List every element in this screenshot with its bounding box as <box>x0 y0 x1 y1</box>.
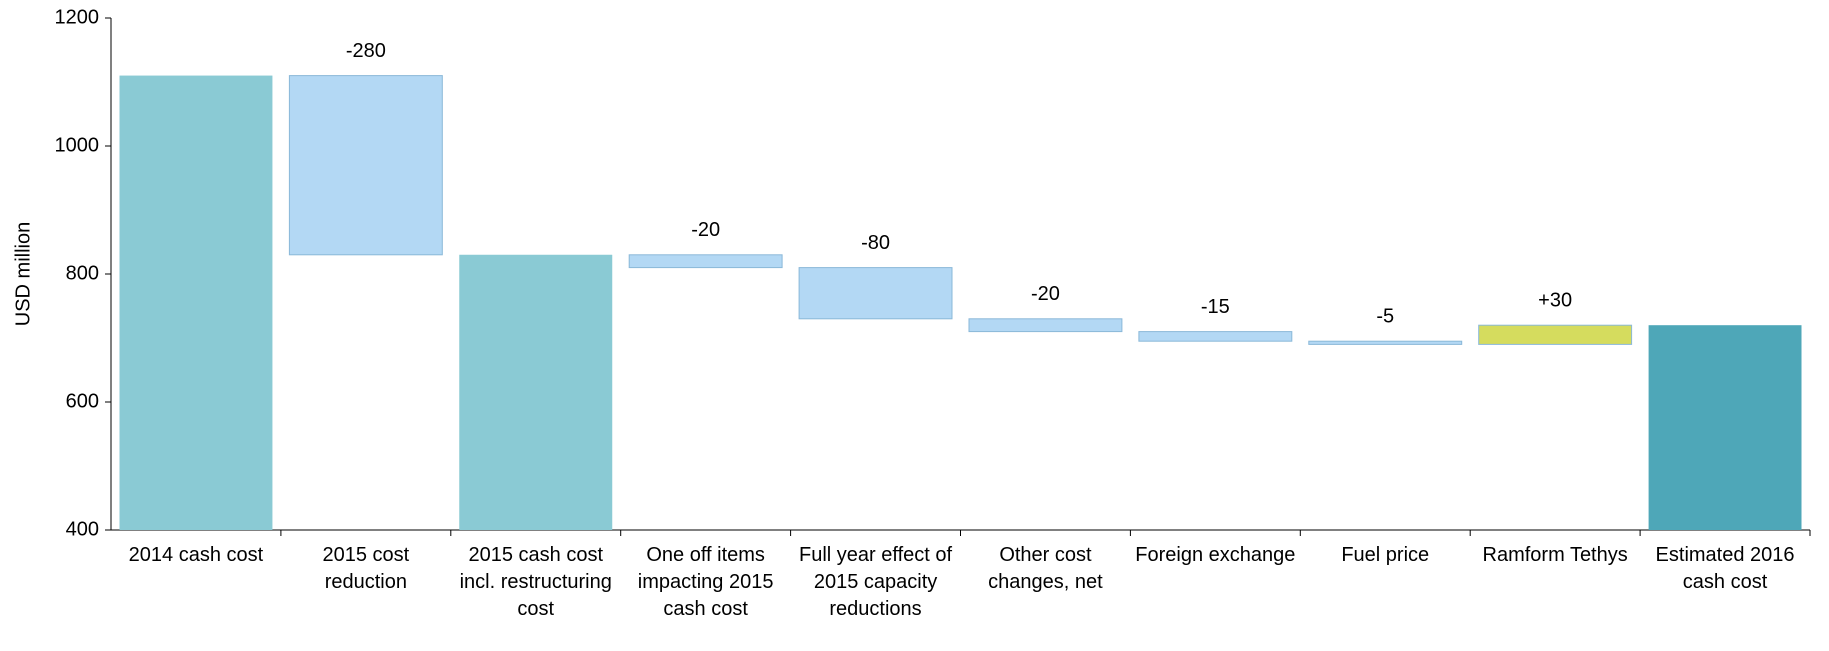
y-tick-label: 1000 <box>55 134 100 156</box>
value-label: -20 <box>691 219 720 241</box>
x-tick-label-box: 2014 cash cost <box>128 544 264 566</box>
x-tick-label: One off items impacting 2015 cash cost <box>637 544 774 620</box>
y-tick-label: 600 <box>66 390 99 412</box>
value-label: -20 <box>1031 283 1060 305</box>
y-tick-label: 1200 <box>55 6 100 28</box>
bar <box>288 75 443 256</box>
x-tick-label: 2015 cost reduction <box>322 544 410 593</box>
x-tick-label: Full year effect of 2015 capacity reduct… <box>799 544 953 620</box>
y-axis-label: USD million <box>12 222 34 326</box>
y-tick-label: 800 <box>66 262 99 284</box>
bar <box>1648 325 1802 530</box>
bar <box>1478 324 1633 345</box>
x-tick-label-box: 2015 cash cost incl. restructuring cost <box>459 544 612 620</box>
x-tick-label-box: Full year effect of 2015 capacity reduct… <box>799 544 953 620</box>
x-tick-label: Fuel price <box>1341 544 1430 566</box>
x-tick-label: Foreign exchange <box>1135 544 1296 566</box>
x-tick-label: Other cost changes, net <box>988 544 1103 593</box>
x-tick-label: Ramform Tethys <box>1482 544 1628 566</box>
x-tick-label-box: One off items impacting 2015 cash cost <box>637 544 774 620</box>
y-tick-label: 400 <box>66 518 99 540</box>
bar <box>968 318 1123 333</box>
x-tick-label-box: Other cost changes, net <box>988 544 1103 593</box>
value-label: -280 <box>346 40 386 62</box>
bar <box>1308 340 1463 345</box>
bar <box>1138 331 1293 342</box>
x-tick-label: Estimated 2016 cash cost <box>1655 544 1795 593</box>
x-tick-label-box: Fuel price <box>1341 544 1430 566</box>
bar-texture <box>459 254 613 531</box>
value-label: -15 <box>1201 296 1230 318</box>
bar-texture <box>119 75 273 530</box>
value-label: -5 <box>1376 305 1394 327</box>
x-tick-label-box: Ramform Tethys <box>1482 544 1628 566</box>
value-label: -80 <box>861 232 890 254</box>
x-tick-label: 2015 cash cost incl. restructuring cost <box>459 544 612 620</box>
x-tick-label-box: Foreign exchange <box>1135 544 1296 566</box>
x-tick-label: 2014 cash cost <box>128 544 264 566</box>
x-tick-label-box: 2015 cost reduction <box>322 544 410 593</box>
bar <box>798 267 953 320</box>
bar <box>628 254 783 269</box>
x-tick-label-box: Estimated 2016 cash cost <box>1655 544 1795 593</box>
value-label: +30 <box>1538 289 1572 311</box>
